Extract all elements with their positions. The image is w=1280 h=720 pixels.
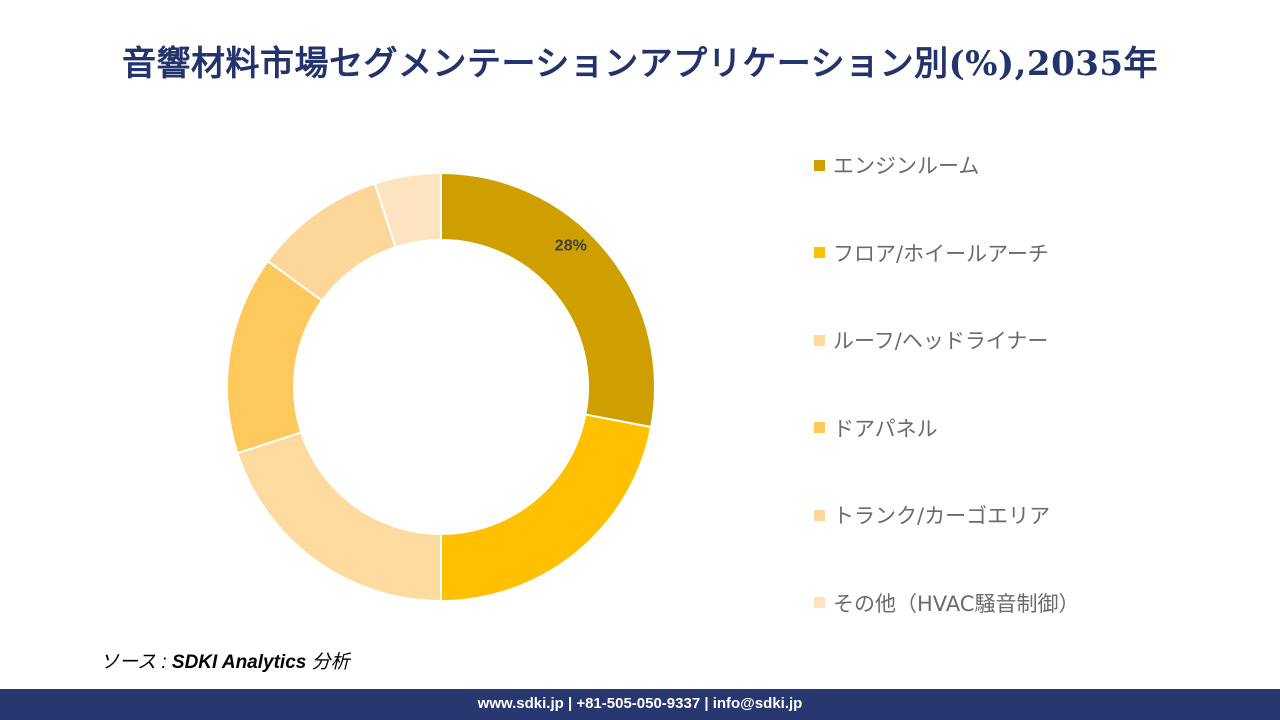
- chart-title: 音響材料市場セグメンテーションアプリケーション別(%),2035年: [121, 44, 1159, 84]
- legend-item: ドアパネル: [814, 413, 938, 443]
- donut-slice-2: [440, 413, 653, 603]
- legend-swatch: [814, 159, 825, 171]
- footer-bar: www.sdki.jp | +81-505-050-9337 | info@sd…: [0, 689, 1280, 720]
- source-suffix: 分析: [306, 652, 350, 673]
- donut-slice-3: [236, 431, 442, 603]
- source-name: SDKI Analytics: [171, 652, 307, 673]
- legend-swatch: [814, 247, 825, 258]
- legend-swatch: [814, 509, 825, 521]
- donut-slice-6: [373, 171, 442, 249]
- source-prefix: ソース :: [100, 652, 172, 673]
- footer-contact: www.sdki.jp | +81-505-050-9337 | info@sd…: [477, 695, 803, 712]
- legend-label: トランク/カーゴエリア: [833, 504, 1051, 528]
- legend-swatch: [814, 334, 825, 346]
- legend-item: フロア/ホイールアーチ: [814, 238, 1049, 268]
- legend-label: ドアパネル: [833, 416, 938, 441]
- legend-swatch: [814, 422, 825, 433]
- legend-label: その他（HVAC騒音制御）: [833, 591, 1080, 616]
- legend-item: トランク/カーゴエリア: [814, 500, 1050, 530]
- legend-label: エンジンルーム: [833, 154, 980, 178]
- legend-item: エンジンルーム: [814, 150, 979, 180]
- legend-item: その他（HVAC騒音制御）: [814, 588, 1079, 618]
- source-note: ソース : SDKI Analytics 分析: [100, 647, 350, 674]
- legend-label: ルーフ/ヘッドライナー: [833, 329, 1049, 353]
- data-label-1: 28%: [555, 237, 587, 254]
- legend-item: ルーフ/ヘッドライナー: [814, 325, 1048, 355]
- legend-swatch: [814, 597, 825, 608]
- legend-label: フロア/ホイールアーチ: [833, 241, 1049, 266]
- donut-slice-1: [440, 171, 656, 429]
